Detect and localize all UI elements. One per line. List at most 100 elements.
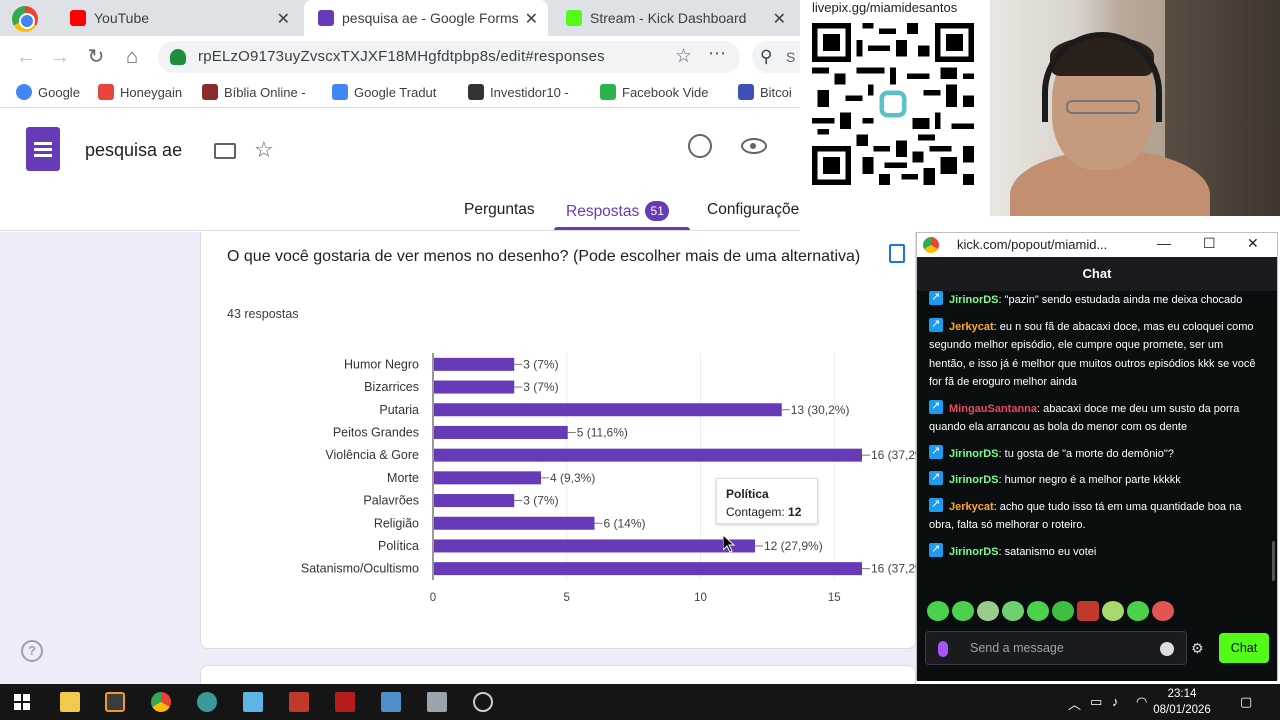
bookmark-star-icon[interactable]: ☆	[674, 46, 692, 67]
emoji-icon[interactable]	[1160, 642, 1174, 656]
subscriber-badge-icon	[929, 442, 943, 460]
bar[interactable]	[434, 494, 515, 508]
bar[interactable]	[434, 516, 595, 530]
palette-icon[interactable]	[688, 134, 712, 158]
close-tab-icon[interactable]: ✕	[772, 11, 786, 28]
chat-message: JirinorDS: satanismo eu votei	[929, 540, 1259, 562]
calculator-icon[interactable]	[289, 692, 309, 712]
bar[interactable]	[434, 448, 862, 462]
minimize-icon[interactable]: —	[1157, 235, 1171, 251]
emote-icon[interactable]	[1077, 601, 1099, 621]
tab-google-forms[interactable]: pesquisa ae - Google Forms ✕	[304, 0, 548, 36]
home-icon[interactable]: ⌂	[125, 46, 139, 68]
tab-perguntas[interactable]: Perguntas	[464, 201, 535, 218]
system-clock[interactable]: 23:14 08/01/2026	[1153, 688, 1211, 716]
close-window-icon[interactable]: ✕	[1247, 235, 1259, 251]
gear-icon[interactable]: ⚙	[1191, 640, 1204, 656]
emote-icon[interactable]	[1002, 601, 1024, 621]
chat-messages: JirinorDS: "pazin" sendo estudada ainda …	[929, 291, 1259, 591]
forward-icon[interactable]: →	[50, 46, 70, 68]
emote-icon[interactable]	[1102, 601, 1124, 621]
emote-icon[interactable]	[1127, 601, 1149, 621]
emote-icon[interactable]	[1052, 601, 1074, 621]
notifications-icon[interactable]: ▢	[1240, 694, 1253, 709]
chat-message-input[interactable]: Send a message	[925, 631, 1187, 665]
notepad-icon[interactable]	[243, 692, 263, 712]
search-box[interactable]: ⚲ S	[752, 41, 800, 73]
folder-icon[interactable]	[214, 143, 236, 159]
category-label: Peitos Grandes	[333, 425, 419, 439]
copy-chart-icon[interactable]	[889, 244, 905, 263]
bookmark-investidor10[interactable]: Investidor10 -	[468, 84, 569, 100]
bookmark-google[interactable]: Google	[16, 84, 80, 100]
chat-username[interactable]: JirinorDS	[949, 545, 999, 558]
emote-icon[interactable]	[1027, 601, 1049, 621]
file-explorer-icon[interactable]	[60, 692, 80, 712]
chat-scrollbar[interactable]	[1272, 541, 1275, 581]
subscriber-badge-icon	[929, 315, 943, 333]
maximize-icon[interactable]: ☐	[1203, 235, 1216, 251]
bar[interactable]	[434, 562, 862, 576]
image-viewer-icon[interactable]	[381, 692, 401, 712]
emote-icon[interactable]	[952, 601, 974, 621]
bar[interactable]	[434, 380, 515, 394]
bookmark-bitcoin[interactable]: Bitcoi	[738, 84, 792, 100]
chat-window-titlebar[interactable]: kick.com/popout/miamid... — ☐ ✕	[917, 233, 1277, 257]
help-icon[interactable]: ?	[21, 640, 43, 662]
browser-toolbar: ← → ↻ ⌂ rpELzO9173uyZvscxTXJXF18MHgfdtpb…	[0, 36, 800, 78]
microphone-icon[interactable]	[938, 641, 948, 657]
tab-respostas[interactable]: Respostas 51	[566, 201, 670, 221]
forms-logo-icon[interactable]	[26, 127, 60, 171]
volume-icon[interactable]: ♪	[1112, 694, 1119, 709]
chat-username[interactable]: Jerkycat	[949, 500, 994, 513]
bookmark-biblia[interactable]: Bíblia Online -	[202, 84, 306, 100]
send-chat-button[interactable]: Chat	[1219, 633, 1269, 663]
filezilla-icon[interactable]	[335, 692, 355, 712]
bar[interactable]	[434, 403, 782, 417]
chevron-up-icon[interactable]: ︿	[1068, 697, 1082, 712]
chat-username[interactable]: Jerkycat	[949, 320, 994, 333]
close-tab-icon[interactable]: ✕	[276, 11, 290, 28]
media-player-icon[interactable]	[105, 692, 125, 712]
settings-app-icon[interactable]	[427, 692, 447, 712]
emote-icon[interactable]	[977, 601, 999, 621]
chat-message-text: abacaxi doce me deu um susto da porra qu…	[929, 402, 1240, 434]
bookmark-translate[interactable]: Google Tradut	[332, 84, 436, 100]
chat-username[interactable]: MingauSantanna	[949, 402, 1038, 415]
site-secure-icon[interactable]	[170, 49, 186, 65]
subscriber-badge-icon	[929, 540, 943, 558]
close-tab-icon[interactable]: ✕	[524, 11, 538, 28]
emote-icon[interactable]	[1152, 601, 1174, 621]
back-icon[interactable]: ←	[16, 46, 36, 68]
tab-youtube[interactable]: YouTube ✕	[56, 0, 300, 36]
obs-icon[interactable]	[473, 692, 493, 712]
tab-configuracoes[interactable]: Configurações	[707, 201, 807, 218]
app-icon[interactable]	[197, 692, 217, 712]
url-text: rpELzO9173uyZvscxTXJXF18MHgfdtpbp8s/edit…	[198, 48, 605, 65]
form-title[interactable]: pesquisa ae	[85, 140, 183, 160]
bar[interactable]	[434, 539, 755, 553]
chrome-taskbar-icon[interactable]	[151, 692, 171, 712]
windows-start-icon[interactable]	[14, 694, 30, 710]
star-icon[interactable]: ☆	[254, 137, 274, 162]
translate-icon	[332, 84, 348, 100]
reload-icon[interactable]: ↻	[87, 46, 105, 68]
emote-icon[interactable]	[927, 601, 949, 621]
network-device-icon[interactable]: ▭	[1090, 694, 1103, 709]
chat-username[interactable]: JirinorDS	[949, 447, 999, 460]
more-icon[interactable]: ⋯	[708, 43, 726, 63]
category-label: Humor Negro	[344, 357, 419, 371]
address-bar[interactable]: rpELzO9173uyZvscxTXJXF18MHgfdtpbp8s/edit…	[158, 41, 740, 73]
category-label: Morte	[387, 471, 419, 485]
bar[interactable]	[434, 471, 541, 485]
bookmark-facebook-video[interactable]: Facebook Vide	[600, 84, 709, 100]
bar[interactable]	[434, 357, 515, 371]
chat-username[interactable]: JirinorDS	[949, 474, 999, 486]
bar[interactable]	[434, 425, 568, 439]
wifi-icon[interactable]: ◠	[1136, 694, 1148, 709]
preview-icon[interactable]	[741, 138, 767, 154]
chat-popout-window: kick.com/popout/miamid... — ☐ ✕ Chat Jir…	[916, 232, 1278, 681]
chat-username[interactable]: JirinorDS	[949, 294, 999, 306]
tab-kick-dashboard[interactable]: Stream - Kick Dashboard ✕	[552, 0, 796, 36]
bookmark-honeygain[interactable]: Honeygain	[98, 84, 182, 100]
